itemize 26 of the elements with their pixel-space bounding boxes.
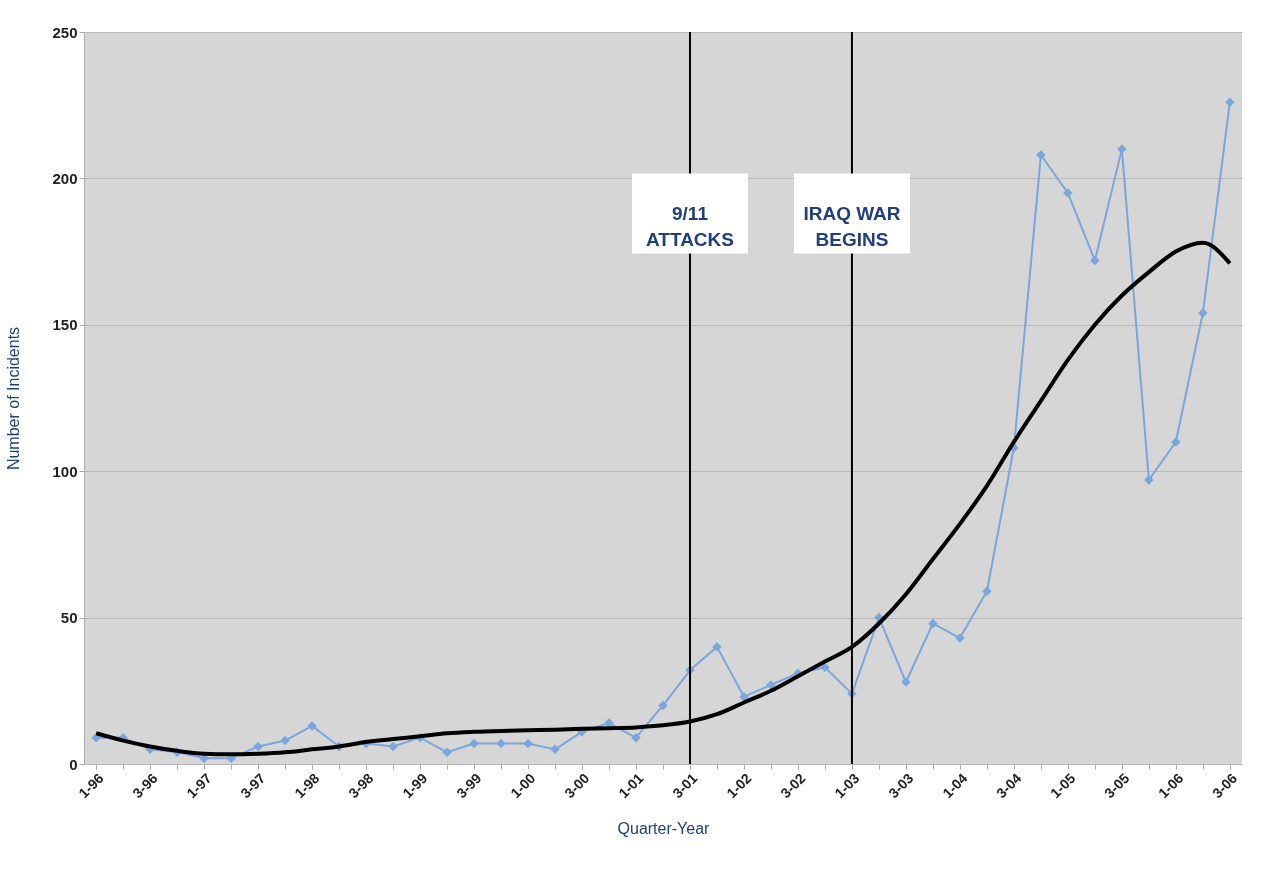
point xyxy=(820,662,830,673)
point xyxy=(442,747,452,758)
point xyxy=(631,732,641,743)
point xyxy=(550,744,560,755)
point xyxy=(388,741,398,752)
point xyxy=(658,700,668,711)
point xyxy=(469,738,479,749)
point xyxy=(982,586,992,596)
y-axis-title: Number of Incidents xyxy=(5,326,23,471)
point xyxy=(928,618,938,629)
point xyxy=(1090,255,1100,266)
y-tick-label: 0 xyxy=(69,755,78,773)
ref-line-label: 9/11 ATTACKS xyxy=(646,202,734,250)
point xyxy=(739,691,749,702)
ref-line-label: IRAQ WAR BEGINS xyxy=(803,202,901,250)
y-tick-label: 250 xyxy=(52,23,78,41)
y-tick-label: 50 xyxy=(60,609,78,627)
y-tick-label: 150 xyxy=(52,316,78,334)
y-tick-label: 100 xyxy=(52,462,78,480)
point xyxy=(496,738,506,749)
point xyxy=(280,735,290,746)
point xyxy=(1225,97,1235,108)
x-axis-title: Quarter-Year xyxy=(617,820,711,838)
point xyxy=(253,741,263,752)
point xyxy=(523,738,533,749)
y-tick-label: 200 xyxy=(52,169,78,187)
